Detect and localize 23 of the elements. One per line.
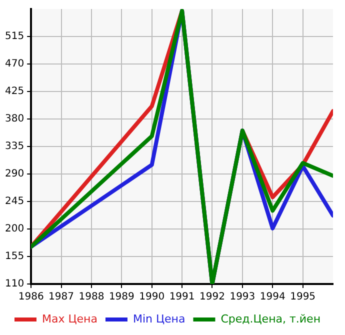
y-tick-label: 245: [4, 196, 24, 208]
y-tick-label: 335: [4, 141, 24, 152]
x-tick-label: 1986: [18, 292, 44, 303]
x-tick-label: 1993: [230, 292, 256, 303]
x-tick-label: 1987: [48, 292, 74, 303]
x-tick-label: 1994: [260, 292, 286, 303]
y-tick-label: 470: [4, 58, 24, 70]
x-tick-label: 1995: [290, 292, 316, 303]
x-tick-label: 1989: [108, 292, 134, 303]
y-tick-label: 425: [4, 86, 24, 98]
x-tick-label: 1991: [169, 292, 195, 303]
x-tick-label: 1988: [78, 292, 104, 303]
y-tick-label: 155: [4, 251, 24, 262]
legend-label: Max Цена: [42, 312, 98, 326]
x-tick-label: 1990: [139, 292, 165, 303]
y-tick-label: 380: [4, 114, 24, 125]
y-tick-label: 515: [4, 31, 24, 42]
y-tick-label: 110: [4, 278, 24, 290]
y-tick-label: 290: [4, 168, 24, 180]
legend-label: Min Цена: [132, 312, 186, 326]
x-tick-label: 1992: [200, 292, 225, 303]
legend-label: Сред.Цена, т.йен: [220, 312, 321, 326]
y-tick-label: 200: [4, 224, 24, 235]
